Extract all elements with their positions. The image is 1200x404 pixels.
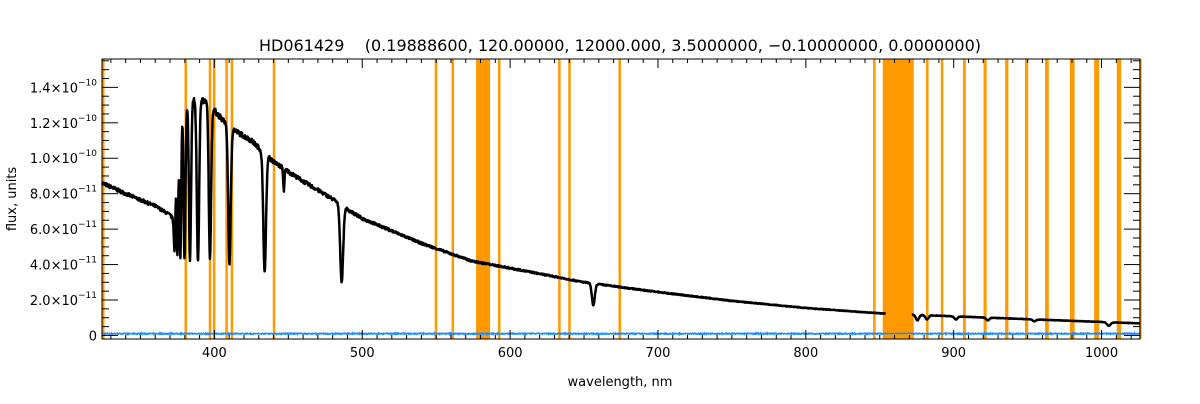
mask-bands — [102, 59, 1142, 339]
mask-band — [882, 59, 914, 339]
mask-band — [1116, 59, 1122, 339]
y-tick-label: 8.0×10−11 — [30, 185, 97, 203]
flux-series-line — [100, 96, 1141, 327]
mask-band — [873, 59, 876, 339]
y-axis-label: flux, units — [5, 167, 20, 232]
y-tick-label: 1.4×10−10 — [30, 78, 97, 96]
mask-band — [926, 59, 929, 339]
mask-band — [1045, 59, 1049, 339]
mask-band — [618, 59, 621, 339]
y-tick-label: 0 — [89, 329, 97, 344]
mask-band — [1005, 59, 1009, 339]
y-tick-label: 4.0×10−11 — [30, 256, 97, 274]
mask-band — [983, 59, 987, 339]
mask-band — [497, 59, 501, 339]
mask-band — [940, 59, 944, 339]
mask-band — [225, 59, 228, 339]
curves — [100, 96, 1141, 337]
plot-frame — [101, 58, 1141, 340]
axes: 400 500 600 700 800 900 1000 0 2.0×10−11 4.0×10−1… — [30, 58, 1141, 361]
mask-band — [451, 59, 455, 339]
mask-band — [476, 59, 491, 339]
mask-band — [963, 59, 966, 339]
y-tick-label: 6.0×10−11 — [30, 220, 97, 238]
mask-band — [102, 59, 105, 339]
mask-band — [1094, 59, 1100, 339]
mask-band — [272, 59, 276, 339]
x-tick-label: 800 — [793, 346, 818, 361]
x-tick-label: 500 — [350, 346, 375, 361]
error-series-line — [101, 331, 1141, 337]
x-axis-label: wavelength, nm — [568, 375, 673, 390]
mask-band — [1069, 59, 1075, 339]
y-tick-label: 1.0×10−10 — [30, 149, 97, 167]
chart-title: HD061429 (0.19888600, 120.00000, 12000.0… — [259, 36, 981, 55]
mask-band — [568, 59, 571, 339]
y-tick-label: 1.2×10−10 — [30, 114, 97, 132]
x-tick-label: 600 — [498, 346, 523, 361]
mask-band — [558, 59, 561, 339]
mask-band — [1024, 59, 1029, 339]
x-tick-label: 400 — [202, 346, 227, 361]
mask-band — [212, 59, 216, 339]
mask-band — [434, 59, 438, 339]
x-tick-label: 1000 — [1085, 346, 1118, 361]
x-tick-label: 900 — [941, 346, 966, 361]
y-tick-label: 2.0×10−11 — [30, 291, 97, 309]
x-tick-label: 700 — [646, 346, 671, 361]
